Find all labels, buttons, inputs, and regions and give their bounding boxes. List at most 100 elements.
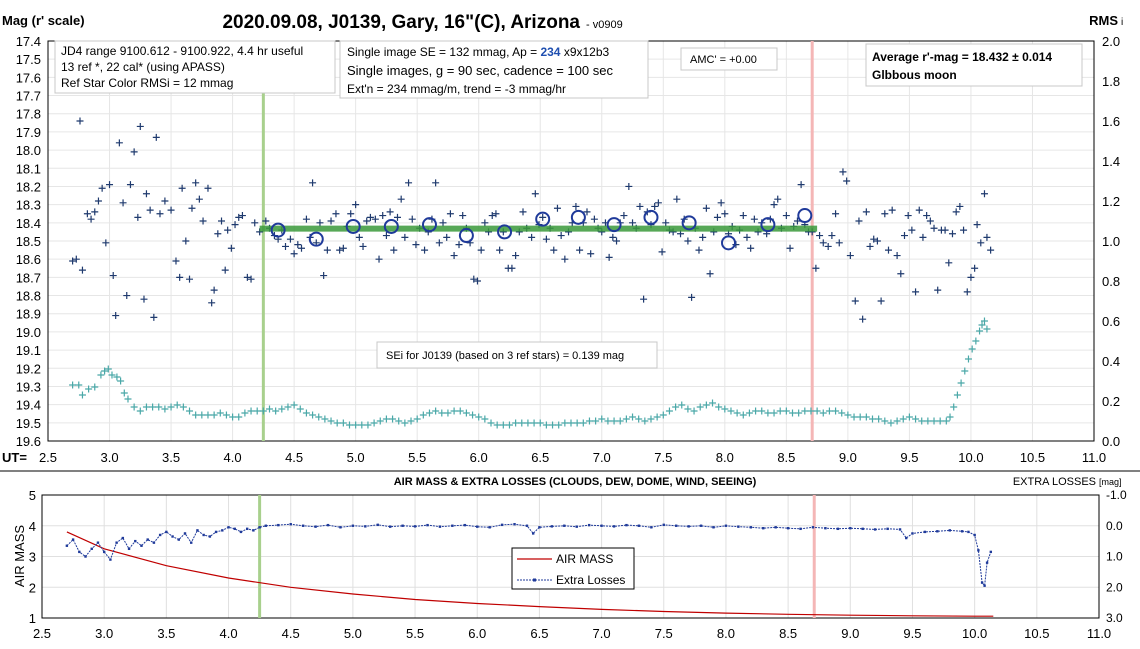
extra-losses-point — [961, 530, 964, 533]
single-mag-point — [717, 199, 725, 207]
rms-point — [395, 417, 403, 425]
y-tick-label: 19.3 — [16, 379, 41, 394]
single-mag-point — [262, 217, 270, 225]
rms-point — [339, 419, 347, 427]
rms-point — [585, 417, 593, 425]
extra-losses-point — [799, 527, 802, 531]
average-mag-circle — [497, 224, 513, 240]
single-mag-point — [684, 237, 692, 245]
extra-losses-point — [873, 528, 877, 531]
rms-point — [120, 389, 128, 397]
extra-losses-point — [438, 525, 442, 528]
rms-point — [983, 325, 991, 333]
x-tick-label: 9.5 — [900, 450, 918, 465]
extra-losses-point — [227, 526, 230, 529]
y2-tick-label: 1.0 — [1102, 234, 1120, 249]
single-mag-point — [192, 179, 200, 187]
extra-losses-point — [388, 525, 392, 528]
single-mag-point — [115, 139, 123, 147]
y2-tick-label: 1.8 — [1102, 74, 1120, 89]
rms-point — [432, 407, 440, 415]
rms-point — [629, 413, 637, 421]
single-mag-point — [439, 219, 447, 227]
info-box-jd: JD4 range 9100.612 - 9100.922, 4.4 hr us… — [54, 40, 336, 94]
extra-losses-point — [252, 529, 255, 532]
rms-point — [665, 407, 673, 415]
average-mag-circle — [270, 222, 286, 238]
single-mag-point — [355, 233, 363, 241]
rms-point — [315, 413, 323, 421]
rms-point — [881, 417, 889, 425]
average-mag-circle — [721, 235, 737, 251]
x-tick-label: 7.0 — [593, 450, 611, 465]
rms-point — [647, 415, 655, 423]
rms-point — [142, 403, 150, 411]
extra-losses-point — [165, 530, 168, 534]
extra-losses-point — [339, 526, 342, 529]
single-mag-point — [673, 195, 681, 203]
extra-losses-point — [575, 525, 578, 528]
rms-point — [604, 417, 612, 425]
rms-point — [216, 409, 224, 417]
x-tick-label: 10.5 — [1020, 450, 1045, 465]
bottom-y-tick-label: 2 — [29, 580, 36, 595]
single-mag-point — [832, 210, 840, 218]
rms-point — [819, 409, 827, 417]
rms-point — [438, 409, 446, 417]
extra-losses-point — [208, 535, 212, 538]
single-mag-point — [309, 179, 317, 187]
x-tick-label: 3.0 — [100, 450, 118, 465]
rms-point — [155, 403, 163, 411]
single-mag-point — [224, 226, 232, 234]
y-tick-label: 18.4 — [16, 216, 41, 231]
rms-point — [764, 409, 772, 417]
rms-point — [715, 403, 723, 411]
extra-losses-point — [724, 524, 728, 527]
average-mag-circle — [345, 218, 361, 234]
rms-point — [85, 385, 93, 393]
rms-point — [899, 415, 907, 423]
bottom-x-tick-label: 4.0 — [219, 626, 237, 641]
single-mag-point — [658, 248, 666, 256]
rms-point — [272, 407, 280, 415]
rms-point — [321, 415, 329, 423]
single-mag-point — [126, 181, 134, 189]
rms-point — [173, 401, 181, 409]
rms-point — [567, 419, 575, 427]
rms-point — [91, 383, 99, 391]
extra-losses-point — [861, 527, 864, 531]
extra-losses-point — [158, 533, 162, 537]
single-mag-point — [609, 233, 617, 241]
single-mag-point — [176, 273, 184, 281]
rms-point — [407, 417, 415, 425]
single-mag-point — [881, 210, 889, 218]
rms-point — [505, 421, 513, 429]
bottom-y-tick-label: 3 — [29, 550, 36, 565]
extra-losses-point — [911, 532, 914, 535]
single-mag-point — [450, 252, 458, 260]
rms-point — [696, 403, 704, 411]
single-mag-point — [146, 206, 154, 214]
extra-losses-point — [171, 535, 174, 538]
rms-point — [542, 421, 550, 429]
rms-point — [561, 419, 569, 427]
y-tick-label: 18.5 — [16, 234, 41, 249]
x-tick-label: 6.0 — [470, 450, 488, 465]
y-tick-label: 18.3 — [16, 198, 41, 213]
rms-point — [844, 411, 852, 419]
y-axis-label: Mag (r' scale) — [2, 13, 85, 28]
single-mag-point — [884, 246, 892, 254]
extra-losses-point — [675, 524, 678, 527]
rms-point — [953, 391, 961, 399]
rms-point — [678, 401, 686, 409]
bottom-x-tick-label: 11.0 — [1087, 626, 1111, 641]
extra-losses-point — [712, 526, 715, 529]
average-mag-circle — [458, 228, 474, 244]
extra-losses-point — [190, 541, 193, 544]
single-mag-point — [583, 208, 591, 216]
single-mag-point — [904, 212, 912, 220]
single-mag-point — [214, 230, 222, 238]
extra-losses-point — [811, 526, 815, 529]
rms-point — [69, 381, 77, 389]
rms-point — [946, 413, 954, 421]
